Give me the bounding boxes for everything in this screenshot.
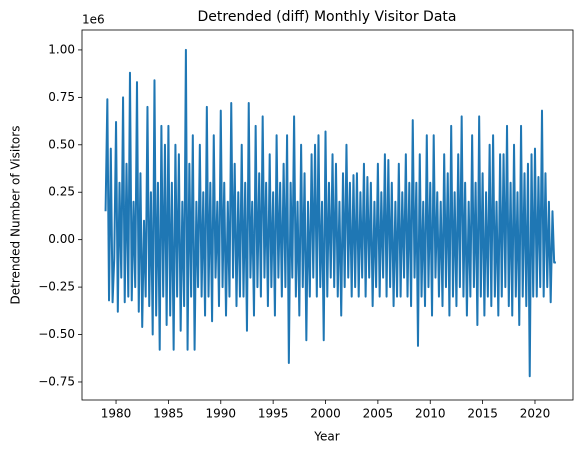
x-tick-label: 1985 — [153, 407, 184, 421]
plot-frame — [81, 29, 574, 401]
y-tick-label: 0.50 — [48, 137, 75, 151]
x-tick-label: 1980 — [101, 407, 132, 421]
x-tick-label: 2020 — [520, 407, 551, 421]
x-tick-label: 2010 — [415, 407, 446, 421]
x-tick-label: 2005 — [363, 407, 394, 421]
data-line — [104, 48, 556, 378]
y-tick-label: 0.25 — [48, 185, 75, 199]
y-tick-label: 0.75 — [48, 90, 75, 104]
x-tick-label: 2015 — [467, 407, 498, 421]
x-tick-label: 1995 — [258, 407, 289, 421]
x-axis-label: Year — [313, 430, 339, 444]
chart-title: Detrended (diff) Monthly Visitor Data — [198, 9, 457, 25]
y-tick-label: 0.00 — [48, 232, 75, 246]
y-tick-label: 1.00 — [48, 42, 75, 56]
y-tick-label: −0.25 — [38, 280, 75, 294]
x-tick-label: 2000 — [310, 407, 341, 421]
y-axis-label: Detrended Number of Visitors — [9, 126, 23, 305]
y-offset-label: 1e6 — [82, 13, 105, 27]
x-tick-label: 1990 — [206, 407, 237, 421]
y-tick-label: −0.75 — [38, 374, 75, 388]
y-tick-label: −0.50 — [38, 327, 75, 341]
